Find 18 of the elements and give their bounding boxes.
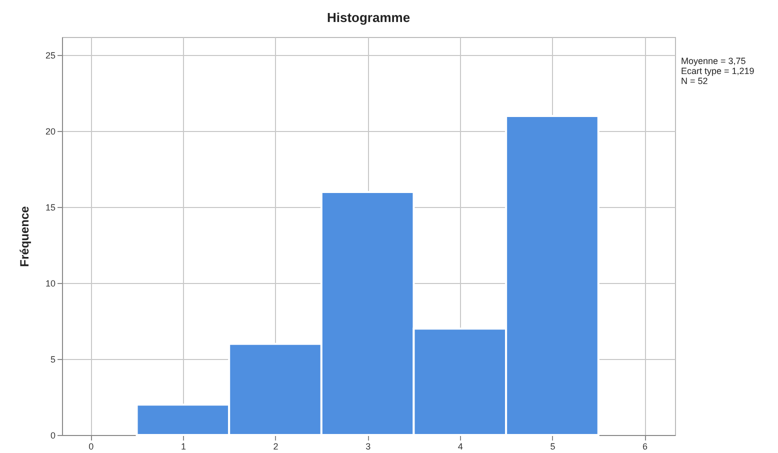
- y-tick-label: 20: [45, 126, 56, 137]
- x-tick-label: 3: [366, 442, 371, 452]
- y-tick-label: 5: [50, 354, 56, 365]
- x-tick-label: 1: [180, 442, 186, 452]
- y-tick-label: 10: [45, 278, 56, 289]
- x-tick-label: 0: [88, 442, 94, 452]
- text: Ecart type = 1,219: [681, 66, 754, 76]
- y-tick-label: 0: [50, 430, 56, 440]
- text: N = 52: [681, 76, 709, 86]
- x-tick-label: 4: [458, 442, 463, 452]
- y-tick-label: 25: [45, 50, 56, 61]
- x-tick-label: 5: [550, 442, 556, 452]
- x-tick-label: 6: [642, 442, 648, 452]
- y-tick-label: 15: [45, 202, 56, 213]
- y-axis-title: Fréquence: [17, 206, 32, 267]
- text: Moyenne = 3,75: [681, 56, 747, 66]
- x-tick-label: 2: [273, 442, 278, 452]
- chart-title: Histogramme: [326, 10, 410, 25]
